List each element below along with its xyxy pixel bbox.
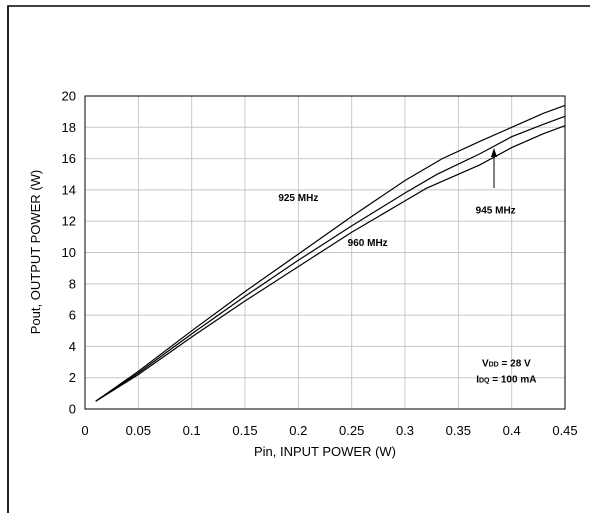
- x-tick-label: 0.15: [232, 423, 257, 438]
- annotations: 925 MHz 945 MHz 960 MHz VDD = 28 V IDQ = 100…: [278, 193, 536, 386]
- y-tick-label: 12: [62, 214, 76, 229]
- annotation-label: VDD = 28 V: [482, 359, 531, 370]
- x-tick-label: 0.25: [339, 423, 364, 438]
- grid: [85, 96, 565, 409]
- annotation-label: 945 MHz: [476, 205, 516, 216]
- y-tick-label: 18: [62, 120, 76, 135]
- x-axis-label: Pin, INPUT POWER (W): [254, 444, 396, 459]
- annotation-label: 960 MHz: [348, 238, 388, 249]
- annotation-label: IDQ = 100 mA: [476, 374, 536, 385]
- x-tick-label: 0.05: [126, 423, 151, 438]
- arrow-945-head: [491, 148, 497, 157]
- series-line-960-mhz: [95, 125, 566, 402]
- y-axis-label: Pout, OUTPUT POWER (W): [28, 170, 43, 334]
- series-line-945-mhz: [95, 115, 566, 402]
- y-tick-labels: 0 2 4 6 8 10 12 14 16 18 20: [62, 89, 76, 417]
- x-tick-label: 0.1: [183, 423, 201, 438]
- series-line-925-mhz: [95, 104, 566, 402]
- y-tick-label: 16: [62, 151, 76, 166]
- x-tick-label: 0.3: [396, 423, 414, 438]
- y-tick-label: 8: [69, 276, 76, 291]
- x-tick-labels: 0 0.05 0.1 0.15 0.2 0.25 0.3 0.35 0.4 0.45: [81, 423, 577, 438]
- x-tick-label: 0.35: [446, 423, 471, 438]
- y-tick-label: 10: [62, 245, 76, 260]
- y-tick-label: 4: [69, 339, 76, 354]
- x-tick-label: 0.2: [289, 423, 307, 438]
- y-tick-label: 2: [69, 370, 76, 385]
- x-tick-label: 0.4: [503, 423, 521, 438]
- annotation-label: 925 MHz: [278, 193, 318, 204]
- y-tick-label: 6: [69, 308, 76, 323]
- series-lines: [95, 104, 566, 402]
- plot-area-border: [84, 95, 566, 410]
- x-tick-label: 0.45: [552, 423, 577, 438]
- y-tick-label: 20: [62, 89, 76, 104]
- y-tick-label: 0: [69, 402, 76, 417]
- y-tick-label: 14: [62, 182, 76, 197]
- x-tick-label: 0: [81, 423, 88, 438]
